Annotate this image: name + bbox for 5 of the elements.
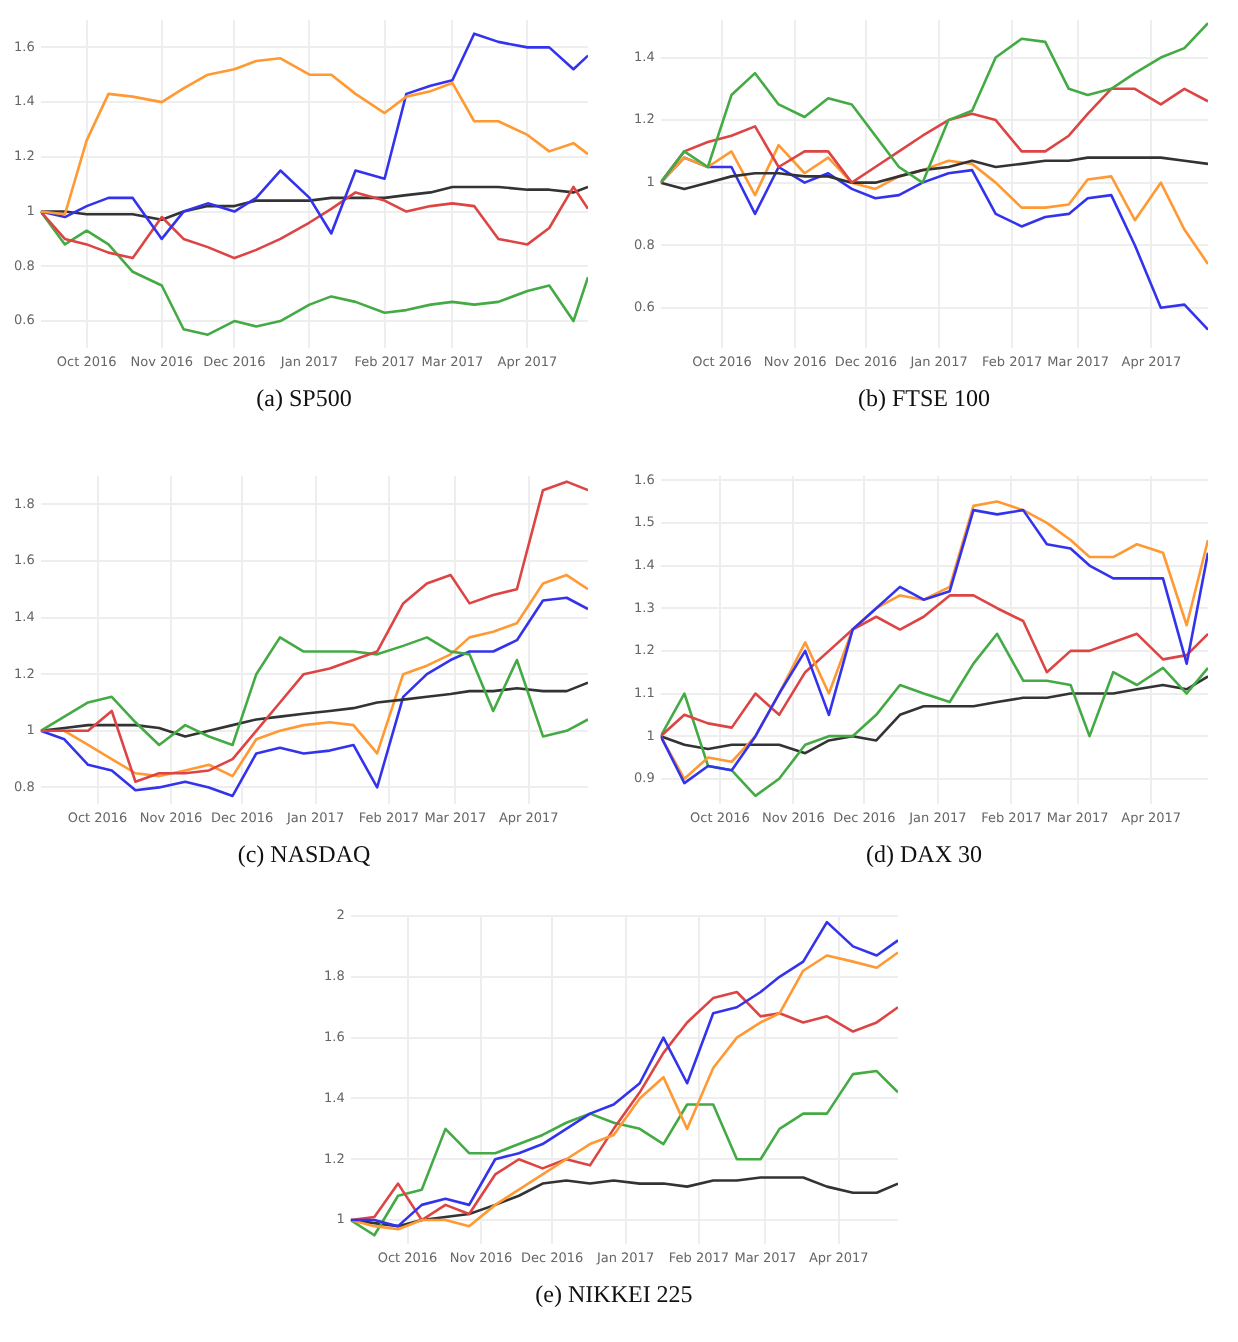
- text: (d) DAX 30: [864, 840, 984, 868]
- text: (b) FTSE 100: [856, 384, 992, 412]
- text: (e) NIKKEI 225: [533, 1280, 695, 1308]
- text: (a) SP500: [254, 384, 354, 412]
- text: (c) NASDAQ: [235, 840, 373, 868]
